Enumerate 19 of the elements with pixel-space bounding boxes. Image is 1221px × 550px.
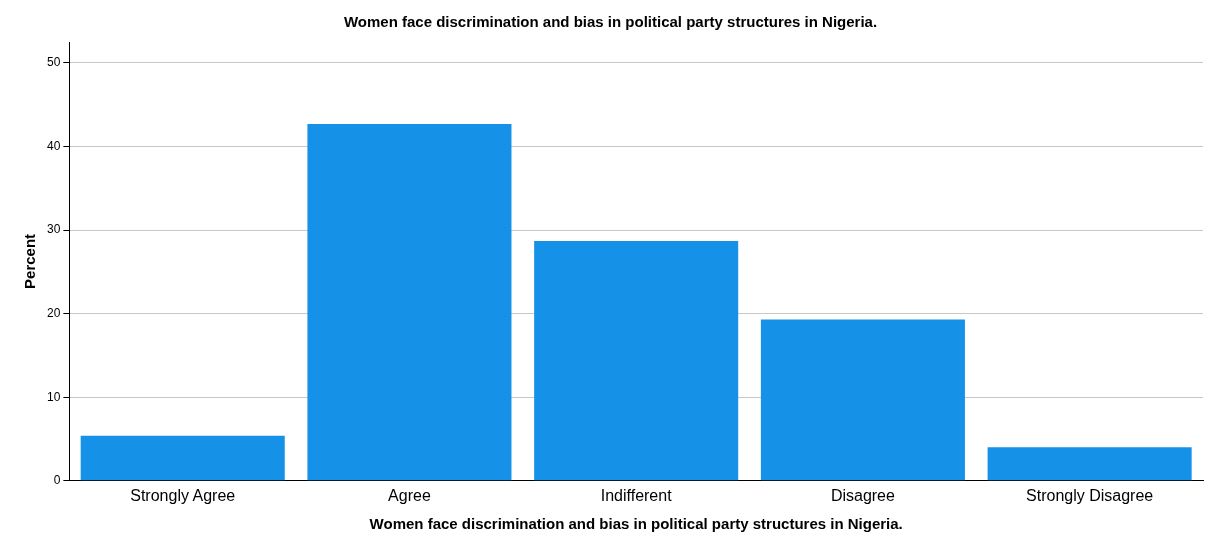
x-tick-label: Disagree: [830, 486, 896, 504]
bar: [534, 240, 739, 481]
y-tick-label: 20: [46, 305, 61, 320]
y-tick-label: 40: [46, 138, 61, 153]
y-tick-label: 50: [46, 55, 61, 70]
y-tick-label: 30: [46, 222, 61, 237]
x-axis-title: Women face discrimination and bias in political party structures in Nigeria.: [369, 515, 903, 533]
bar: [80, 435, 285, 481]
y-tick-label: 10: [46, 389, 61, 404]
x-tick-label: Indifferent: [600, 486, 673, 504]
chart-title: Women face discrimination and bias in political party structures in Nigeria.: [343, 13, 878, 31]
x-tick-label: Strongly Agree: [130, 486, 236, 504]
x-tick-label: Agree: [388, 486, 431, 504]
bar: [987, 447, 1192, 481]
bar: [760, 319, 965, 481]
x-tick-label: Strongly Disagree: [1026, 486, 1154, 504]
y-axis-title: Percent: [21, 233, 39, 289]
bar: [307, 123, 512, 481]
y-tick-label: 0: [53, 473, 61, 488]
